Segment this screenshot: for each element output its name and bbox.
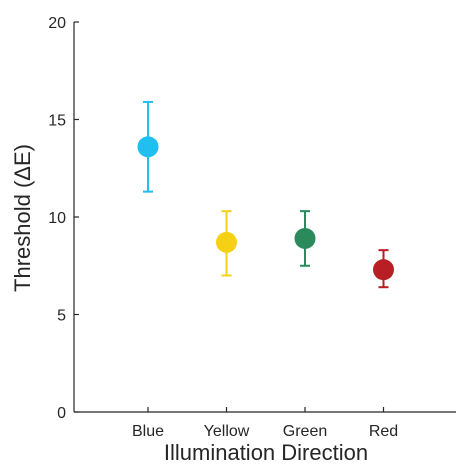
data-point-yellow [216, 210, 237, 277]
data-marker [373, 259, 394, 281]
y-tick-label: 15 [48, 113, 66, 130]
data-point-green [294, 210, 316, 267]
x-tick-label: Yellow [204, 423, 250, 440]
y-axis-title: Threshold (ΔE) [10, 144, 35, 292]
y-tick-label: 5 [57, 308, 66, 325]
axes [73, 22, 456, 413]
y-tick-label: 20 [48, 15, 66, 32]
x-tick-label: Red [369, 423, 398, 440]
x-tick-label: Blue [132, 423, 164, 440]
data-marks [137, 100, 394, 289]
data-marker [294, 227, 316, 249]
y-tick-label: 10 [48, 210, 66, 227]
x-tick-label: Green [283, 423, 327, 440]
data-marker [137, 136, 159, 158]
data-point-red [373, 249, 394, 289]
ticks: 0 5 10 15 20 Blue Yellow Green Red [48, 15, 398, 440]
data-point-blue [137, 100, 159, 193]
y-tick-label: 0 [57, 405, 66, 422]
data-marker [216, 231, 237, 253]
x-axis-title: Illumination Direction [164, 440, 368, 465]
